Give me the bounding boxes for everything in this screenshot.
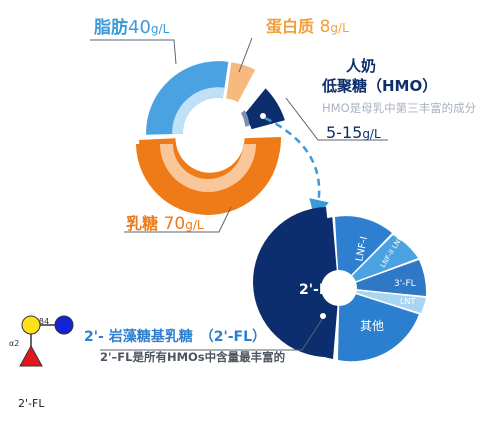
fat-label: 脂肪40g/L (94, 19, 169, 37)
fat-segment (146, 61, 229, 135)
lactose-label: 乳糖 70g/L (126, 216, 204, 233)
protein-segment (226, 62, 256, 103)
segment-2fl-shape (272, 217, 339, 359)
fl-pointer-dot (320, 313, 326, 319)
molecule-2fl (19, 315, 74, 367)
hmo-title-line1: 人奶 (346, 57, 377, 75)
hmo-marker-dot (260, 113, 266, 119)
fl-description: 2'–FL是所有HMOs中含量最丰富的 (100, 350, 286, 364)
bond-alpha-label: α2 (9, 339, 20, 348)
glucose-circle (54, 315, 74, 335)
lactose-amount: 70 (163, 214, 186, 234)
lactose-name: 乳糖 (126, 214, 159, 233)
segment-label-3fl: 3'-FL (394, 279, 416, 289)
fat-inner-segment (172, 87, 225, 135)
hmo-segment (243, 88, 285, 130)
segment-lnf1 (335, 216, 392, 288)
connector-arrow (264, 116, 329, 220)
protein-leader-line (238, 37, 253, 73)
hmo-amount: 5-15 (326, 123, 363, 142)
hmo-leader-line (285, 97, 388, 141)
hmo-inner-segment (241, 110, 250, 127)
fat-amount: 40 (128, 17, 151, 38)
lactose-inner-segment (160, 144, 256, 192)
hmo-title-line2: 低聚糖（HMO） (322, 77, 438, 95)
fucose-triangle (19, 344, 43, 367)
lactose-leader-line (124, 206, 232, 233)
fl-title: 2'- 岩藻糖基乳糖 （2'-FL） (84, 329, 267, 345)
segment-3fl (339, 260, 427, 296)
milk-composition-donut (136, 61, 285, 215)
segment-label-other: 其他 (360, 319, 384, 333)
hmo-breakdown-pie: 2'-FL LNF-I LNF-II LNF-III 3'-FL LNT 其他 (253, 207, 427, 362)
pie-hub (321, 270, 357, 306)
donut-hole (194, 110, 242, 158)
protein-unit: g/L (330, 21, 349, 35)
leader-lines (90, 37, 388, 233)
molecule-label: 2'-FL (18, 397, 45, 410)
hmo-unit: g/L (362, 127, 381, 141)
lactose-unit: g/L (185, 218, 204, 232)
fat-leader-line (90, 39, 177, 65)
fat-name: 脂肪 (94, 18, 128, 38)
segment-label-2fl: 2'-FL (299, 282, 337, 298)
segment-label-lnf1: LNF-I (354, 236, 370, 263)
hmo-value: 5-15g/L (326, 125, 381, 141)
hmo-description: HMO是母乳中第三丰富的成分 (322, 101, 477, 115)
protein-amount: 8 (319, 17, 331, 37)
bond-beta-label: β4 (39, 317, 50, 326)
fl-pointer-line (100, 317, 324, 351)
segment-other (338, 288, 419, 362)
galactose-circle (21, 315, 41, 335)
fat-unit: g/L (150, 22, 170, 36)
segment-lnf23 (339, 235, 418, 288)
segment-label-lnt: LNT (400, 297, 415, 306)
protein-label: 蛋白质 8g/L (266, 19, 349, 36)
protein-name: 蛋白质 (266, 17, 315, 36)
